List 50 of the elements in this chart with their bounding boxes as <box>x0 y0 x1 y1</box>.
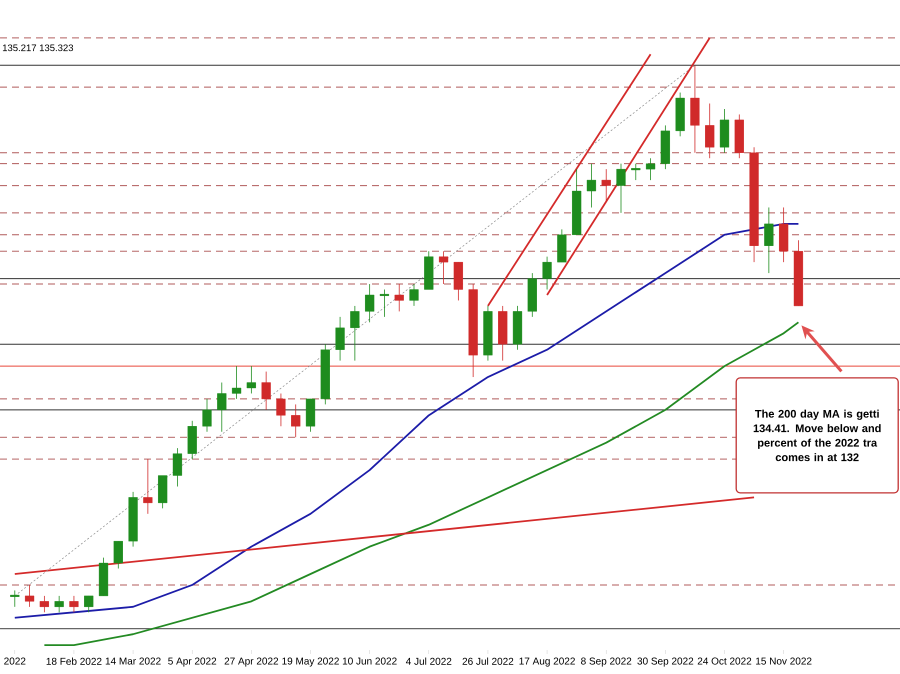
annotation: The 200 day MA is getti <box>754 410 879 420</box>
candlestick <box>217 382 226 432</box>
x-tick-label: 27 Apr 2022 <box>224 658 278 667</box>
x-tick-label: 10 Jun 2022 <box>342 658 397 665</box>
x-tick-label: 5 Apr 2022 <box>168 658 216 667</box>
candlestick <box>616 163 626 214</box>
x-tick-label: 18 Feb 2022 <box>46 658 102 665</box>
candlestick <box>276 393 286 427</box>
candlestick <box>10 590 20 608</box>
candlestick <box>246 366 256 394</box>
x-tick-label: 2022 <box>4 658 26 665</box>
candlestick <box>705 103 714 159</box>
annotation: comes in at 132 <box>776 453 859 462</box>
candlestick <box>114 540 123 569</box>
text: 135.217 135.323 <box>2 44 74 52</box>
candlestick <box>262 371 271 410</box>
candlestick <box>602 168 611 202</box>
x-tick-label: 15 Nov 2022 <box>756 658 812 665</box>
candlestick <box>40 595 49 613</box>
candlestick <box>380 289 390 318</box>
candlestick <box>350 306 360 362</box>
candlestick <box>438 250 448 284</box>
candlestick <box>394 284 404 312</box>
candlestick <box>335 316 345 362</box>
candlestick <box>143 458 152 514</box>
candlestick <box>54 595 64 613</box>
candlestick <box>365 284 374 323</box>
candlestick <box>646 158 656 180</box>
candlestick <box>232 366 242 400</box>
candlestick <box>631 163 640 180</box>
annotation: percent of the 2022 tra <box>758 438 878 449</box>
candlestick <box>69 595 79 613</box>
candlestick <box>172 448 182 487</box>
candlestick <box>84 595 94 613</box>
candlestick <box>291 404 300 438</box>
candlestick <box>409 284 419 306</box>
x-tick-label: 14 Mar 2022 <box>106 658 161 665</box>
candlestick <box>764 207 774 274</box>
annotation: 134.41. Move below and <box>754 424 881 432</box>
x-tick-label: 17 Aug 2022 <box>519 658 575 667</box>
candlestick <box>24 584 34 608</box>
x-tick-label: 30 Sep 2022 <box>637 658 694 667</box>
candlestick <box>586 163 596 208</box>
x-tick-label: 8 Sep 2022 <box>581 658 632 667</box>
x-tick-label: 4 Jul 2022 <box>406 658 452 665</box>
candlestick <box>202 398 212 432</box>
x-tick-label: 26 Jul 2022 <box>462 658 514 665</box>
x-tick-label: 24 Oct 2022 <box>698 658 752 665</box>
x-tick-label: 19 May 2022 <box>282 658 339 667</box>
candlestick <box>542 256 552 290</box>
